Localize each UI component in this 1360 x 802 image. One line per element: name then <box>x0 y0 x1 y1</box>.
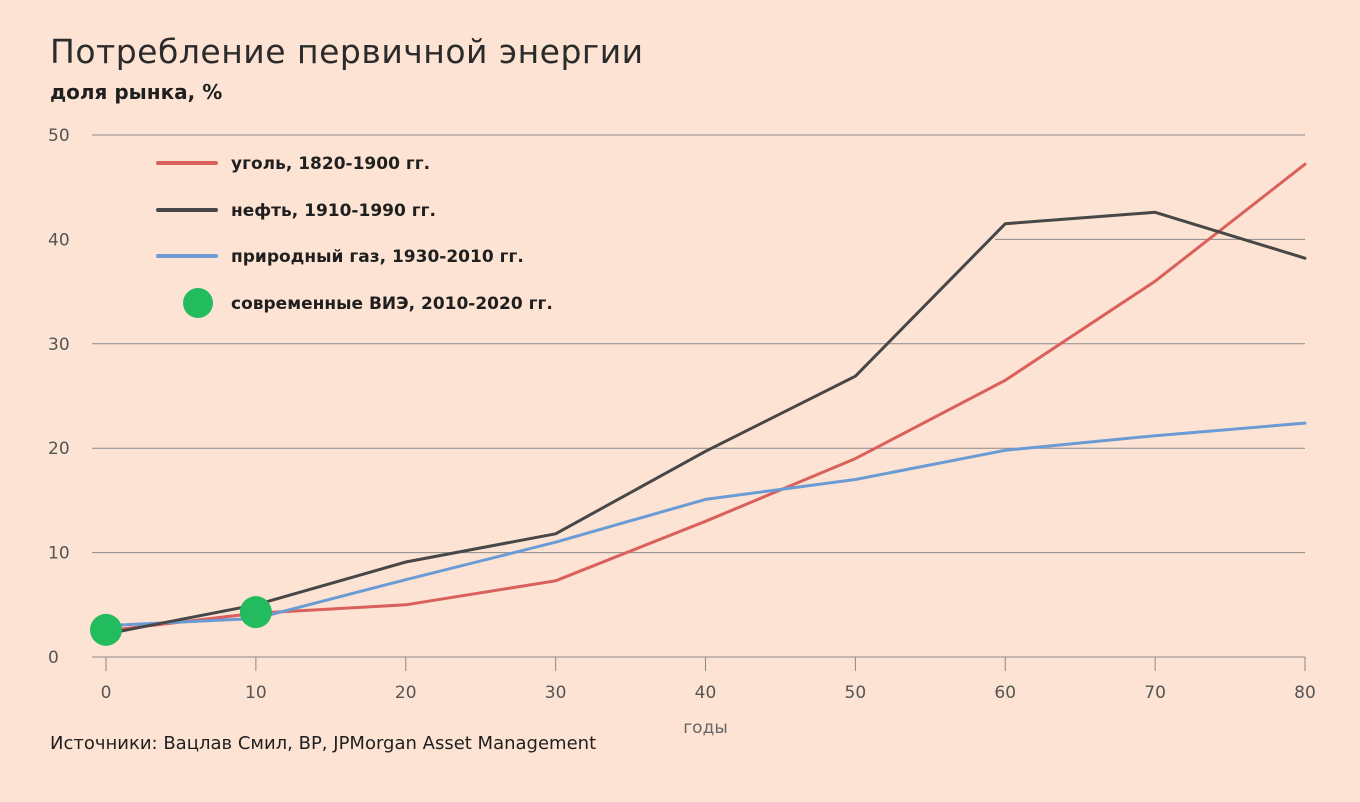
x-tick-label-40: 40 <box>695 683 717 703</box>
y-tick-label-30: 30 <box>48 335 70 355</box>
x-tick-label-10: 10 <box>245 683 267 703</box>
legend-label-oil: нефть, 1910-1990 гг. <box>231 201 436 221</box>
x-tick-label-20: 20 <box>395 683 417 703</box>
renewables-point-0 <box>90 613 122 646</box>
y-tick-label-20: 20 <box>48 439 70 459</box>
series-line-oil <box>104 210 1307 636</box>
x-tick-label-0: 0 <box>101 683 112 703</box>
y-tick-label-10: 10 <box>48 544 70 564</box>
series-lines <box>104 162 1307 636</box>
x-tick-label-30: 30 <box>545 683 567 703</box>
x-tick-label-80: 80 <box>1294 683 1316 703</box>
x-axis: 0 10 20 30 40 50 0 10 20 30 40 50 60 70 80 годы <box>48 126 1316 738</box>
series-line-coal <box>104 162 1307 633</box>
x-tick-label-70: 70 <box>1144 683 1166 703</box>
x-axis-label: годы <box>683 718 728 738</box>
renewables-points <box>90 596 272 646</box>
source-note: Источники: Вацлав Смил, BP, JPMorgan Ass… <box>50 733 597 754</box>
chart-subtitle: доля рынка, % <box>50 80 223 104</box>
legend: уголь, 1820-1900 гг. нефть, 1910-1990 гг.… <box>156 154 553 318</box>
chart-title: Потребление первичной энергии <box>50 32 644 71</box>
x-tick-label-50: 50 <box>845 683 867 703</box>
legend-label-gas: природный газ, 1930-2010 гг. <box>231 247 524 267</box>
series-line-gas <box>104 421 1307 628</box>
renewables-point-10 <box>239 596 272 629</box>
legend-swatch-renewables <box>183 288 213 318</box>
y-tick-label-50: 50 <box>48 126 70 146</box>
legend-label-coal: уголь, 1820-1900 гг. <box>231 154 430 174</box>
y-tick-label-40: 40 <box>48 230 70 250</box>
x-tick-label-60: 60 <box>994 683 1016 703</box>
legend-label-renewables: современные ВИЭ, 2010-2020 гг. <box>231 294 553 314</box>
grid-lines <box>92 134 1305 554</box>
y-tick-label-0: 0 <box>48 648 59 668</box>
